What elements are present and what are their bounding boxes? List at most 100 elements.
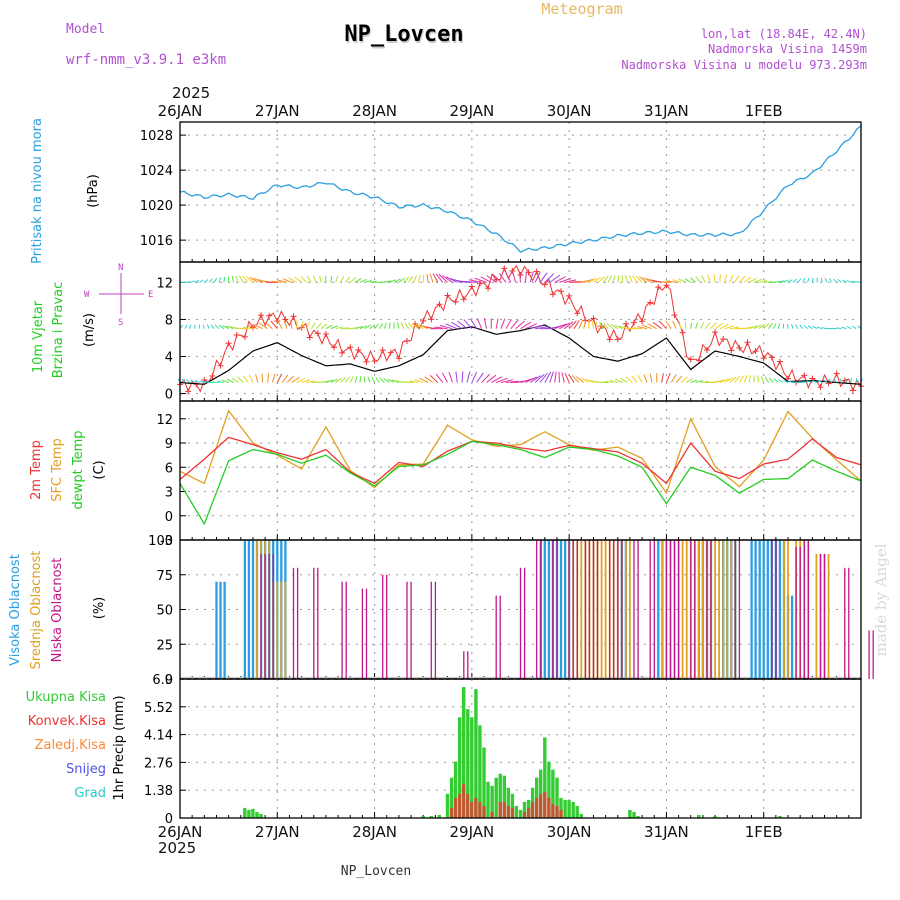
wind-vector	[620, 377, 628, 383]
wind-vector	[604, 380, 613, 383]
sfc-temp-line	[179, 409, 862, 495]
wind-vector	[738, 375, 745, 383]
precip-conv-bar	[478, 801, 482, 818]
wind-vector	[218, 277, 222, 283]
y-tick-label: 2.76	[144, 756, 173, 771]
panel-frame	[179, 121, 862, 263]
wind-vector	[242, 375, 249, 383]
wind-vector	[491, 376, 503, 383]
wind-vector	[797, 278, 802, 283]
wind-vector	[591, 321, 594, 329]
precip-total-bar	[490, 785, 494, 818]
wind-vector	[724, 274, 728, 283]
cloud-axis-unit: (%)	[92, 597, 107, 620]
wind-vector	[748, 375, 752, 383]
wind-vector	[639, 276, 648, 283]
wind-vector	[206, 324, 210, 329]
y-tick-label: 4.14	[144, 729, 173, 744]
wind-vector	[828, 378, 833, 383]
wind-vector	[602, 322, 609, 330]
precip-conv-bar	[462, 783, 466, 818]
wind-vector	[642, 324, 652, 330]
precip-total-bar	[478, 725, 482, 818]
gust-marker	[339, 349, 346, 356]
precip-total-bar	[514, 805, 519, 818]
precip-total-bar	[494, 777, 498, 818]
wind-vector	[391, 379, 400, 383]
gust-marker	[314, 330, 321, 337]
wind-vector	[253, 277, 263, 283]
gust-marker	[679, 329, 686, 336]
wind-vector	[803, 324, 808, 330]
precip-total-bar	[466, 709, 470, 818]
wind-vector	[583, 278, 594, 283]
wind-vector	[267, 373, 270, 383]
wind-vector	[367, 376, 371, 383]
wind-vector	[787, 279, 793, 283]
gust-marker	[744, 339, 751, 346]
wind-vector	[408, 276, 414, 283]
wind-vector	[778, 379, 784, 383]
precip-total-bar	[251, 808, 255, 818]
wind-vector	[852, 325, 857, 330]
y-tick-label: 12	[156, 413, 173, 428]
wind-vector	[463, 319, 473, 330]
wind-vector	[315, 322, 322, 330]
wind-vector	[393, 278, 401, 283]
precip-conv-bar	[482, 805, 486, 818]
wind-vector	[709, 322, 717, 330]
gust-marker	[663, 282, 670, 289]
panel-0: 1016 1020 1024 1028	[140, 121, 862, 263]
wind-vector	[846, 280, 852, 283]
gust-marker	[331, 344, 338, 351]
precip-conv-bar	[466, 793, 470, 818]
gust-marker	[436, 301, 443, 308]
precip-conv-bar	[555, 805, 559, 818]
wind-vector	[189, 280, 195, 283]
wind-vector	[387, 378, 395, 383]
y-tick-label: -3	[160, 534, 173, 549]
gust-marker	[647, 299, 654, 306]
gust-marker	[233, 331, 240, 338]
gust-marker	[468, 283, 475, 290]
high-cloud-axis-title: Visoka Oblacnost	[8, 554, 23, 666]
wind-vector	[194, 280, 200, 283]
wind-vector	[235, 275, 239, 283]
wind-vector	[700, 322, 705, 329]
wind-vector	[214, 324, 220, 330]
wind-vector	[575, 376, 585, 383]
wind-vector	[359, 376, 362, 383]
precip-total-bar	[567, 799, 571, 818]
wind-vector	[203, 279, 209, 283]
wind-vector	[791, 324, 794, 329]
wind-vector	[619, 325, 628, 330]
wind-vector	[811, 277, 814, 283]
wind-vector	[632, 275, 638, 283]
station-title-shadow: NP_Lovcen	[345, 24, 464, 49]
wind-vector	[404, 322, 410, 329]
wind-vector	[442, 275, 453, 283]
y-tick-label: 25	[156, 638, 173, 653]
wind-vector	[282, 278, 293, 283]
precip-conv-bar	[453, 797, 458, 818]
gust-marker	[347, 344, 354, 351]
precip-total-bar	[421, 816, 425, 818]
gust-marker	[395, 355, 402, 362]
station-title: NP_Lovcen	[344, 22, 463, 47]
wind-vector	[822, 379, 828, 383]
wind-vector	[283, 320, 288, 329]
top-time-labels: 26JAN 27JAN 28JAN 29JAN 30JAN 31JAN 1FEB	[158, 102, 783, 120]
precip-total-bar	[563, 799, 567, 818]
wind-vector	[369, 324, 376, 330]
wind-vector	[554, 276, 566, 283]
gust-marker	[574, 310, 581, 317]
gust-marker	[558, 288, 565, 295]
wind-vector	[217, 380, 224, 383]
precip-total-bar	[571, 801, 575, 818]
wind-vector	[226, 325, 234, 330]
wind-vector	[554, 371, 557, 383]
wind-vector	[564, 279, 577, 283]
gust-marker	[258, 312, 265, 319]
wind-vector	[632, 327, 643, 330]
wind-vector	[631, 375, 638, 383]
